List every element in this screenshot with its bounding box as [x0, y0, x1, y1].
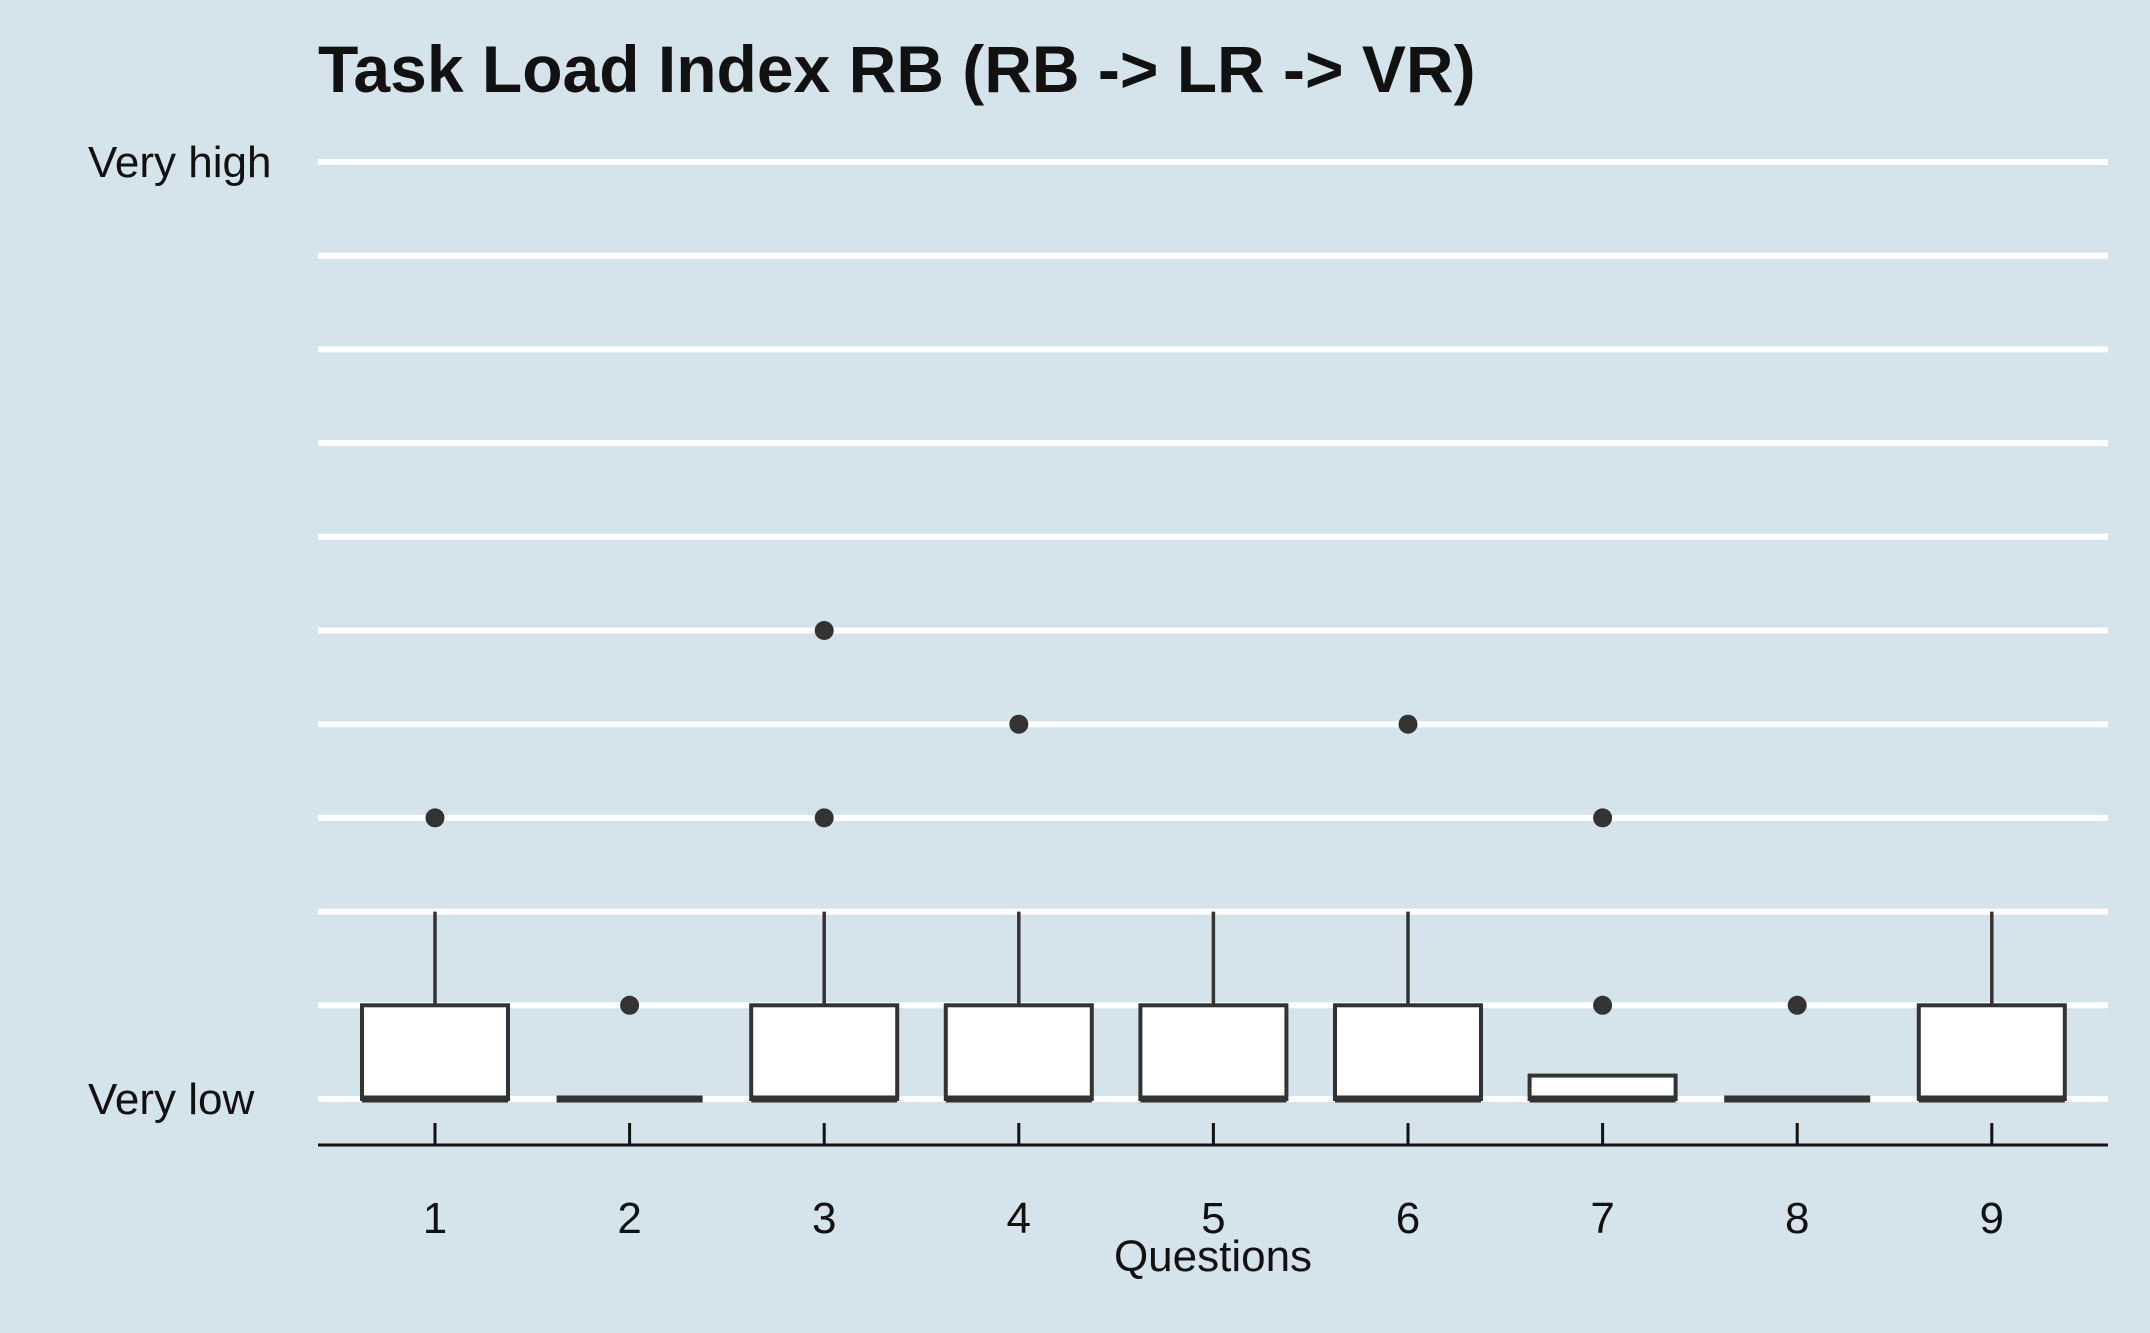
box: [360, 1003, 510, 1101]
x-tick-label: 7: [1590, 1194, 1614, 1243]
y-tick-label: Very high: [88, 138, 271, 187]
x-axis: 1 2 3 4 5 6 7 8 9: [318, 1123, 2108, 1243]
outlier-point: [1009, 714, 1029, 734]
y-tick-label: Very low: [88, 1075, 255, 1124]
box: [749, 1003, 900, 1101]
chart-title: Task Load Index RB (RB -> LR -> VR): [318, 32, 1476, 106]
outlier-point: [1398, 714, 1418, 734]
box-group-q3: [749, 911, 900, 1103]
boxes: [360, 911, 2067, 1103]
outlier-point: [620, 995, 640, 1015]
outlier-point: [1593, 995, 1613, 1015]
box-group-q7: [1527, 1073, 1678, 1103]
x-tick-label: 2: [617, 1194, 641, 1243]
x-tick-label: 9: [1980, 1194, 2004, 1243]
outlier-point: [1593, 808, 1613, 828]
outlier-point: [814, 808, 834, 828]
box: [943, 1003, 1094, 1101]
box-group-q1: [360, 911, 510, 1103]
outlier-point: [1787, 995, 1807, 1015]
outlier-point: [814, 621, 834, 640]
x-tick-label: 4: [1007, 1194, 1031, 1243]
x-tick-label: 5: [1201, 1194, 1225, 1243]
x-tick-label: 8: [1785, 1194, 1809, 1243]
gridlines: [318, 159, 2108, 1102]
outlier-point: [425, 808, 445, 828]
box: [1138, 1003, 1289, 1101]
x-axis-label: Questions: [1114, 1232, 1312, 1281]
box: [1333, 1003, 1483, 1101]
y-axis-tick-labels: Very high Very low: [88, 138, 271, 1124]
x-tick-label: 3: [812, 1194, 836, 1243]
box-group-q9: [1916, 911, 2067, 1103]
x-tick-label: 1: [423, 1194, 447, 1243]
labels: Task Load Index RB (RB -> LR -> VR) Ques…: [318, 32, 1476, 1281]
box-group-q4: [943, 911, 1094, 1103]
box-group-q5: [1138, 911, 1289, 1103]
box-group-q6: [1333, 911, 1483, 1103]
outliers: [425, 621, 1807, 1015]
box: [1916, 1003, 2067, 1101]
x-tick-label: 6: [1396, 1194, 1420, 1243]
box: [1527, 1073, 1678, 1101]
